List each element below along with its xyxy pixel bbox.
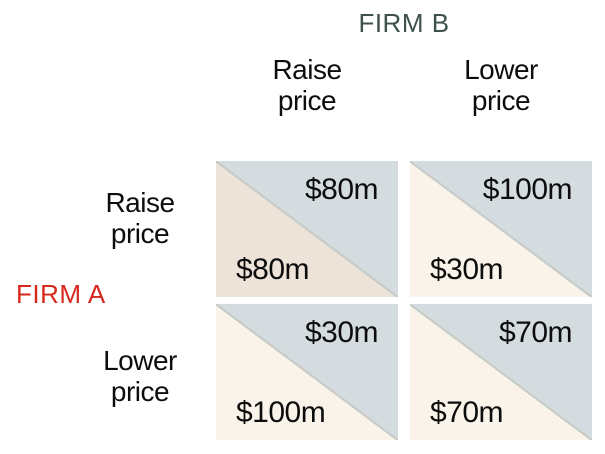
cell-lower-lower: $70m $70m	[410, 304, 592, 440]
firm-a-payoff: $70m	[430, 396, 504, 429]
firm-a-payoff: $30m	[430, 253, 504, 286]
col-header-raise-price: Raise price	[272, 54, 342, 117]
cell-raise-lower: $100m $30m	[410, 161, 592, 297]
firm-b-payoff: $80m	[304, 173, 379, 206]
cell-raise-raise: $80m $80m	[216, 161, 398, 297]
firm-b-payoff: $100m	[482, 173, 573, 206]
firm-b-payoff: $70m	[498, 316, 573, 349]
row-header-raise-price: Raise price	[105, 187, 175, 250]
firm-a-payoff: $80m	[236, 253, 310, 286]
firm-b-title: FIRM B	[358, 8, 450, 38]
firm-a-title: FIRM A	[16, 279, 106, 309]
cell-lower-raise: $30m $100m	[216, 304, 398, 440]
row-header-lower-price: Lower price	[103, 345, 177, 408]
firm-b-payoff: $30m	[304, 316, 379, 349]
firm-a-payoff: $100m	[236, 396, 326, 429]
col-header-lower-price: Lower price	[464, 54, 538, 117]
